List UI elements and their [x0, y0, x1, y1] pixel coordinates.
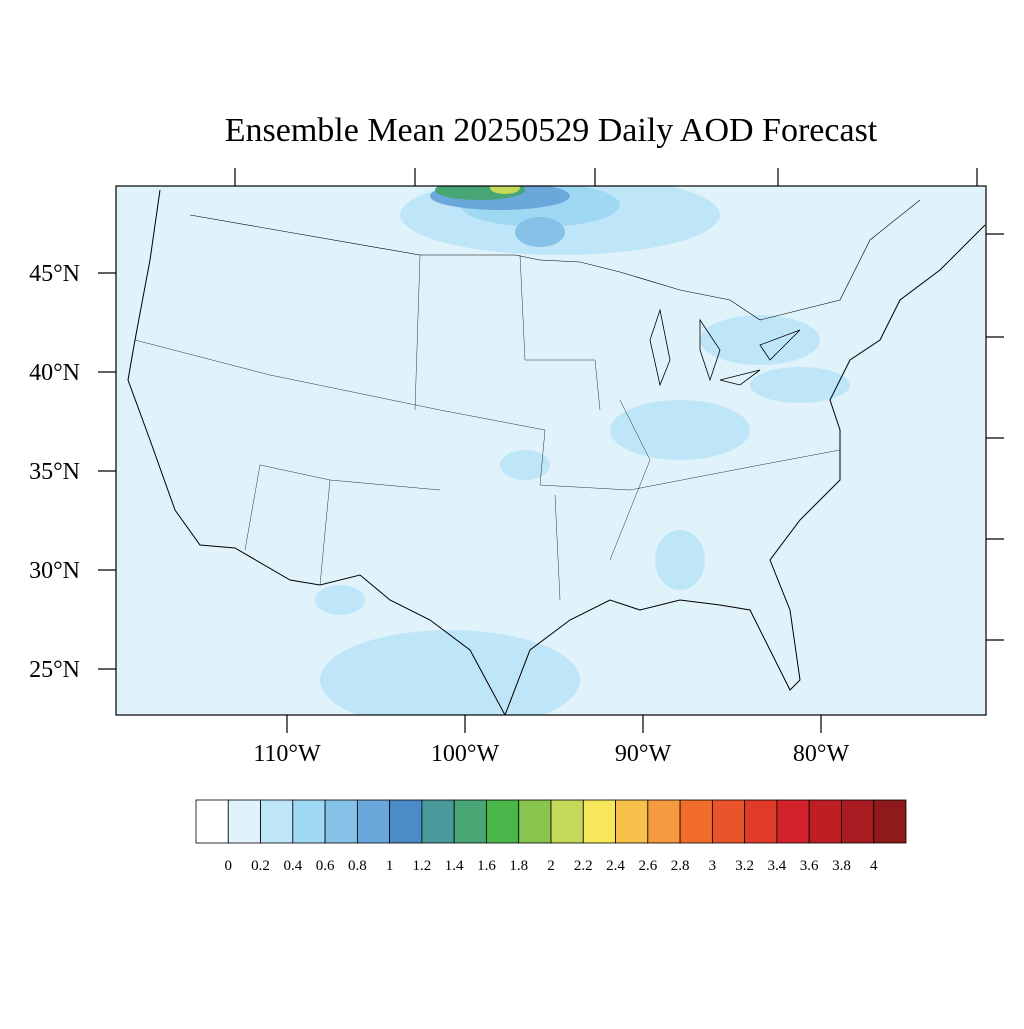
title: Ensemble Mean 20250529 Daily AOD Forecas…	[225, 112, 878, 149]
colorbar-label: 3.6	[800, 858, 819, 874]
colorbar-label: 1	[386, 858, 394, 874]
lat-label: 45°N	[29, 261, 80, 287]
colorbar-box	[227, 799, 261, 844]
colorbar-label: 2	[547, 858, 555, 874]
colorbar-label: 4	[870, 858, 878, 874]
axis-labels: 45°N 40°N 35°N 30°N 25°N 110°W 100°W 90°W 80°W	[29, 261, 849, 767]
colorbar-label: 0.8	[348, 858, 367, 874]
colorbar-box	[356, 799, 391, 844]
colorbar-label: 1.8	[509, 858, 528, 874]
colorbar-box	[260, 799, 294, 844]
colorbar-box	[421, 799, 455, 844]
colorbar-box	[744, 799, 778, 844]
colorbar-label: 2.4	[606, 858, 625, 874]
colorbar-box	[647, 799, 681, 844]
colorbar-box	[711, 799, 746, 844]
colorbar-box	[389, 799, 423, 844]
aod-field	[315, 186, 850, 715]
colorbar-box	[518, 799, 552, 844]
frame-ticks	[98, 168, 1004, 733]
colorbar-box	[486, 799, 520, 844]
colorbar-label: 3.2	[735, 858, 754, 874]
colorbar-label: 3	[709, 858, 717, 874]
colorbar-label: 3.8	[832, 858, 851, 874]
colorbar: 0 0.2 0.4 0.6 0.8 1 1.2 1.4 1.6 1.8 2 2.2 2.4 2.6 2.8 3…	[195, 799, 907, 874]
colorbar-box	[324, 799, 358, 844]
lon-label: 80°W	[793, 741, 850, 767]
map-background	[116, 186, 986, 715]
colorbar-label: 3.4	[768, 858, 787, 874]
lat-label: 35°N	[29, 459, 80, 485]
colorbar-label: 0.2	[251, 858, 270, 874]
colorbar-label: 1.4	[445, 858, 464, 874]
colorbar-box	[776, 799, 810, 844]
colorbar-box	[808, 799, 842, 844]
lon-label: 100°W	[431, 741, 500, 767]
colorbar-box	[195, 799, 229, 844]
colorbar-box	[615, 799, 649, 844]
colorbar-box	[550, 799, 584, 844]
map-frame	[115, 185, 987, 716]
lat-label: 30°N	[29, 558, 80, 584]
colorbar-box	[292, 799, 326, 844]
colorbar-box	[873, 799, 907, 844]
colorbar-box	[582, 799, 616, 844]
coastline	[127, 189, 986, 715]
colorbar-label: 2.2	[574, 858, 593, 874]
colorbar-box	[841, 799, 875, 844]
colorbar-label: 0.6	[316, 858, 335, 874]
lon-label: 110°W	[253, 741, 321, 767]
colorbar-label: 1.6	[477, 858, 496, 874]
lon-label: 90°W	[615, 741, 672, 767]
colorbar-box	[679, 799, 713, 844]
lat-label: 25°N	[29, 657, 80, 683]
lat-label: 40°N	[29, 360, 80, 386]
colorbar-label: 0.4	[283, 858, 302, 874]
colorbar-label: 2.6	[638, 858, 657, 874]
colorbar-box	[453, 799, 487, 844]
colorbar-label: 1.2	[413, 858, 432, 874]
colorbar-label: 0	[225, 858, 233, 874]
colorbar-label: 2.8	[671, 858, 690, 874]
